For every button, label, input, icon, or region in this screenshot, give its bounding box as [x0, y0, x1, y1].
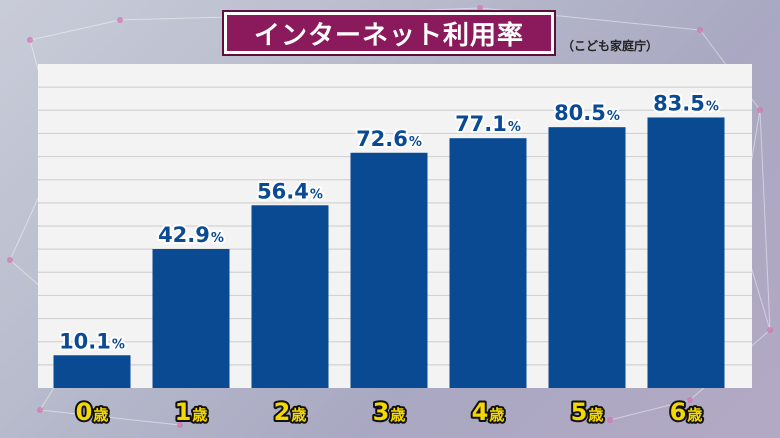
value-unit: % — [706, 99, 719, 114]
category-suffix: 歳 — [291, 406, 306, 424]
bars — [53, 117, 725, 389]
bar — [548, 127, 626, 389]
value-label: 10.1% — [59, 329, 125, 353]
bar — [251, 205, 329, 388]
value-number: 77.1 — [455, 112, 507, 136]
category-label: 4歳 — [472, 398, 505, 426]
bar — [350, 152, 428, 388]
value-label: 56.4% — [257, 179, 323, 203]
category-label: 2歳 — [274, 398, 307, 426]
category-label: 0歳 — [76, 398, 109, 426]
network-line — [29, 19, 121, 41]
network-line — [759, 109, 771, 331]
category-number: 5 — [571, 398, 588, 426]
value-number: 72.6 — [356, 127, 408, 151]
category-suffix: 歳 — [390, 406, 405, 424]
network-node — [477, 5, 483, 11]
category-suffix: 歳 — [588, 406, 603, 424]
value-labels: 10.1%42.9%56.4%72.6%77.1%80.5%83.5% — [57, 89, 721, 355]
network-node — [767, 327, 773, 333]
chart-title: インターネット利用率 — [224, 12, 554, 54]
network-node — [37, 407, 43, 413]
network-line — [39, 409, 181, 426]
network-node — [177, 422, 183, 428]
network-node — [7, 257, 13, 263]
source-label: （こども家庭庁） — [562, 39, 659, 53]
category-label: 5歳 — [571, 398, 604, 426]
value-number: 10.1 — [59, 329, 111, 353]
value-number: 56.4 — [257, 179, 309, 203]
bar — [152, 249, 230, 388]
category-number: 4 — [472, 398, 489, 426]
category-suffix: 歳 — [93, 406, 108, 424]
bar — [53, 355, 131, 388]
category-number: 1 — [175, 398, 192, 426]
category-label: 1歳 — [175, 398, 208, 426]
value-label: 83.5% — [653, 91, 719, 115]
value-label: 42.9% — [158, 223, 224, 247]
network-node — [607, 417, 613, 423]
network-node — [697, 27, 703, 33]
value-label: 77.1% — [455, 112, 521, 136]
value-label: 80.5% — [554, 101, 620, 125]
value-unit: % — [508, 120, 521, 135]
value-label: 72.6% — [356, 127, 422, 151]
category-label: 6歳 — [670, 398, 703, 426]
value-number: 42.9 — [158, 223, 210, 247]
network-node — [757, 107, 763, 113]
value-unit: % — [211, 231, 224, 246]
category-number: 3 — [373, 398, 390, 426]
value-unit: % — [310, 187, 323, 202]
value-number: 83.5 — [653, 91, 705, 115]
network-line — [479, 7, 701, 31]
category-label: 3歳 — [373, 398, 406, 426]
category-number: 6 — [670, 398, 687, 426]
category-number: 0 — [76, 398, 93, 426]
bar — [647, 117, 725, 389]
category-suffix: 歳 — [192, 406, 207, 424]
category-number: 2 — [274, 398, 291, 426]
network-node — [687, 397, 693, 403]
bar — [449, 138, 527, 388]
category-suffix: 歳 — [687, 406, 702, 424]
value-number: 80.5 — [554, 101, 606, 125]
network-node — [117, 17, 123, 23]
category-labels: 0歳 1歳 2歳 3歳 4歳 5歳 6歳 — [74, 396, 705, 428]
value-unit: % — [409, 135, 422, 150]
value-unit: % — [112, 337, 125, 352]
value-unit: % — [607, 109, 620, 124]
network-line — [609, 399, 691, 421]
category-suffix: 歳 — [489, 406, 504, 424]
network-node — [27, 37, 33, 43]
